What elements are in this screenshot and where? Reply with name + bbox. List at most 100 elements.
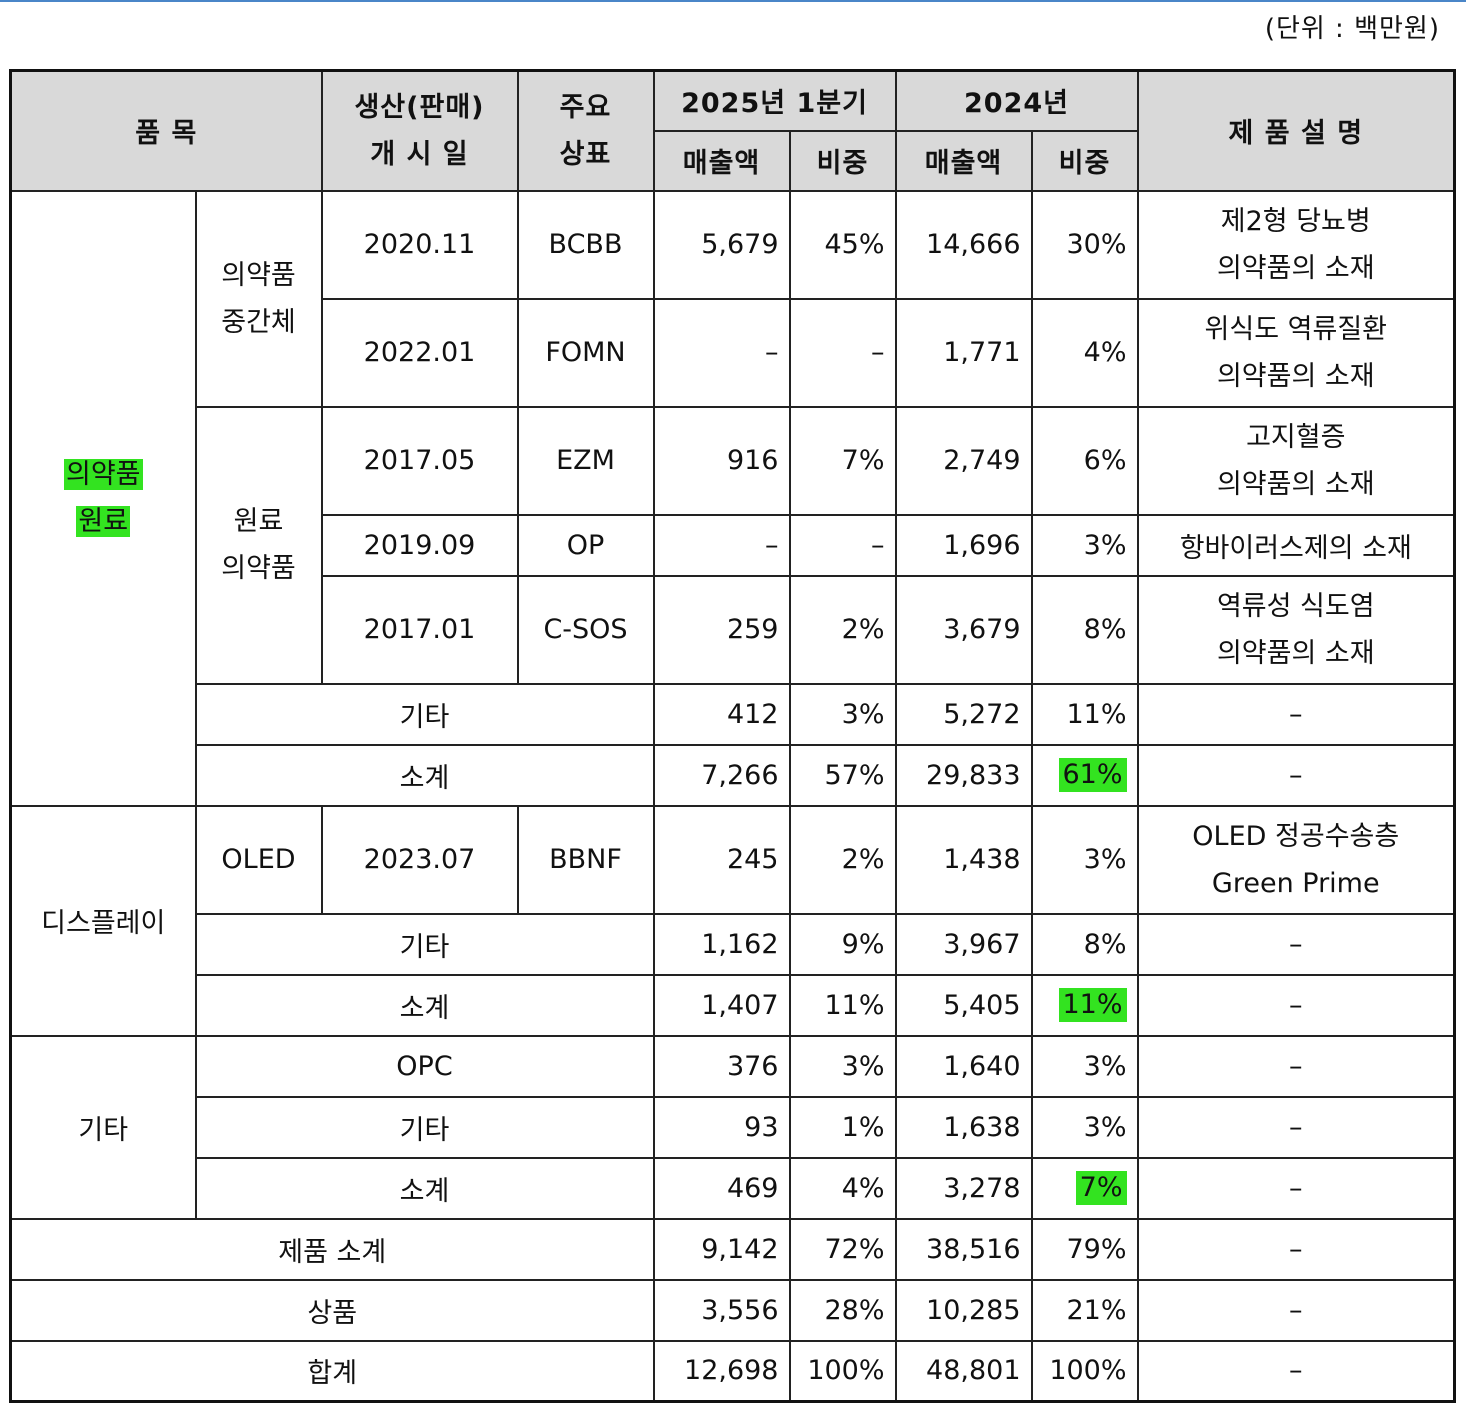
header-y-sales: 매출액 xyxy=(894,129,1033,192)
cell-q-sales: 245 xyxy=(652,804,791,915)
header-item: 품 목 xyxy=(9,69,323,192)
sub-api: 원료 의약품 xyxy=(194,405,323,685)
row-label-total: 합계 xyxy=(9,1339,655,1403)
sub-oled: OLED xyxy=(194,804,323,915)
cell-brand: BBNF xyxy=(516,804,655,915)
cell-y-sales: 1,638 xyxy=(894,1095,1033,1159)
sales-table: 품 목 생산(판매) 개 시 일 주요 상표 2025년 1분기 2024년 제… xyxy=(9,69,1457,1403)
row-label-product-subtotal: 제품 소계 xyxy=(9,1217,655,1281)
header-start-date-line2: 개 시 일 xyxy=(370,138,469,170)
cell-desc: OLED 정공수송층 Green Prime xyxy=(1136,804,1456,915)
cell-q-sales: 5,679 xyxy=(652,189,791,300)
sub-intermediate-line2: 중간체 xyxy=(221,306,296,338)
cell-q-sales: 412 xyxy=(652,682,791,746)
cell-q-sales: 259 xyxy=(652,574,791,685)
cell-y-share: 100% xyxy=(1030,1339,1139,1403)
cell-q-share: 1% xyxy=(788,1095,897,1159)
cell-y-sales: 3,967 xyxy=(894,912,1033,976)
cell-y-sales: 10,285 xyxy=(894,1278,1033,1342)
cell-desc-line2: 의약품의 소재 xyxy=(1216,468,1375,500)
cell-q-share: 57% xyxy=(788,743,897,807)
cell-y-sales: 1,771 xyxy=(894,297,1033,408)
cell-y-share: 3% xyxy=(1030,1034,1139,1098)
cell-brand: C-SOS xyxy=(516,574,655,685)
cell-y-share: 8% xyxy=(1030,912,1139,976)
cell-y-share: 11% xyxy=(1030,973,1139,1037)
cell-y-share: 7% xyxy=(1030,1156,1139,1220)
cell-y-share: 61% xyxy=(1030,743,1139,807)
cell-desc-line2: Green Prime xyxy=(1211,867,1380,899)
cell-y-share: 6% xyxy=(1030,405,1139,516)
cell-desc: – xyxy=(1136,973,1456,1037)
cell-desc-line2: 의약품의 소재 xyxy=(1216,637,1375,669)
cell-y-share: 30% xyxy=(1030,189,1139,300)
cell-y-sales: 1,438 xyxy=(894,804,1033,915)
category-etc: 기타 xyxy=(9,1034,197,1220)
cell-desc: – xyxy=(1136,912,1456,976)
cell-y-sales: 38,516 xyxy=(894,1217,1033,1281)
cell-q-share: 7% xyxy=(788,405,897,516)
cell-q-share: 45% xyxy=(788,189,897,300)
cell-desc: 위식도 역류질환 의약품의 소재 xyxy=(1136,297,1456,408)
cell-y-sales: 1,640 xyxy=(894,1034,1033,1098)
cell-q-share: 9% xyxy=(788,912,897,976)
cell-y-share: 21% xyxy=(1030,1278,1139,1342)
cell-q-share: 11% xyxy=(788,973,897,1037)
header-start-date-line1: 생산(판매) xyxy=(354,91,485,123)
cell-desc-line2: 의약품의 소재 xyxy=(1216,360,1375,392)
highlighted-share: 11% xyxy=(1058,988,1127,1022)
cell-q-share: 100% xyxy=(788,1339,897,1403)
cell-q-sales: 93 xyxy=(652,1095,791,1159)
cell-y-sales: 48,801 xyxy=(894,1339,1033,1403)
cell-q-share: 2% xyxy=(788,574,897,685)
cell-desc: – xyxy=(1136,1156,1456,1220)
cell-date: 2017.01 xyxy=(320,574,519,685)
header-period2: 2024년 xyxy=(894,69,1139,132)
cell-desc: – xyxy=(1136,1095,1456,1159)
cell-q-sales: 3,556 xyxy=(652,1278,791,1342)
cell-y-sales: 2,749 xyxy=(894,405,1033,516)
sub-api-line2: 의약품 xyxy=(221,553,296,584)
cell-q-sales: 469 xyxy=(652,1156,791,1220)
highlighted-share: 61% xyxy=(1058,758,1127,792)
cell-desc-line1: 고지혈증 xyxy=(1246,421,1346,453)
cell-date: 2022.01 xyxy=(320,297,519,408)
cell-q-sales: 7,266 xyxy=(652,743,791,807)
cell-desc: – xyxy=(1136,1339,1456,1403)
cell-desc-line1: 역류성 식도염 xyxy=(1216,590,1375,622)
header-period1: 2025년 1분기 xyxy=(652,69,897,132)
cell-desc-line1: OLED 정공수송층 xyxy=(1192,820,1400,852)
sub-api-line1: 원료 xyxy=(233,506,284,537)
category-pharma-line2: 원료 xyxy=(76,506,131,537)
cell-desc-line2: 의약품의 소재 xyxy=(1216,252,1375,284)
cell-y-share: 8% xyxy=(1030,574,1139,685)
cell-q-sales: 12,698 xyxy=(652,1339,791,1403)
header-description: 제 품 설 명 xyxy=(1136,69,1456,192)
cell-q-share: 4% xyxy=(788,1156,897,1220)
cell-q-sales: 376 xyxy=(652,1034,791,1098)
cell-q-share: 72% xyxy=(788,1217,897,1281)
header-brand-line2: 상표 xyxy=(559,138,612,170)
cell-brand: FOMN xyxy=(516,297,655,408)
header-y-share: 비중 xyxy=(1030,129,1139,192)
cell-q-sales: 916 xyxy=(652,405,791,516)
sub-intermediate: 의약품 중간체 xyxy=(194,189,323,408)
unit-label: (단위 : 백만원) xyxy=(1264,14,1440,44)
cell-y-sales: 1,696 xyxy=(894,513,1033,577)
row-label-subtotal: 소계 xyxy=(194,1156,655,1220)
cell-brand: BCBB xyxy=(516,189,655,300)
cell-q-share: – xyxy=(788,513,897,577)
cell-q-sales: 1,407 xyxy=(652,973,791,1037)
top-rule xyxy=(0,0,1466,2)
cell-q-sales: – xyxy=(652,297,791,408)
highlighted-share: 7% xyxy=(1075,1171,1127,1205)
header-q-sales: 매출액 xyxy=(652,129,791,192)
cell-desc: – xyxy=(1136,743,1456,807)
category-display: 디스플레이 xyxy=(9,804,197,1037)
cell-q-share: 3% xyxy=(788,1034,897,1098)
cell-q-share: 2% xyxy=(788,804,897,915)
cell-y-share: 3% xyxy=(1030,513,1139,577)
cell-y-sales: 5,272 xyxy=(894,682,1033,746)
cell-desc: – xyxy=(1136,1217,1456,1281)
cell-y-sales: 3,278 xyxy=(894,1156,1033,1220)
